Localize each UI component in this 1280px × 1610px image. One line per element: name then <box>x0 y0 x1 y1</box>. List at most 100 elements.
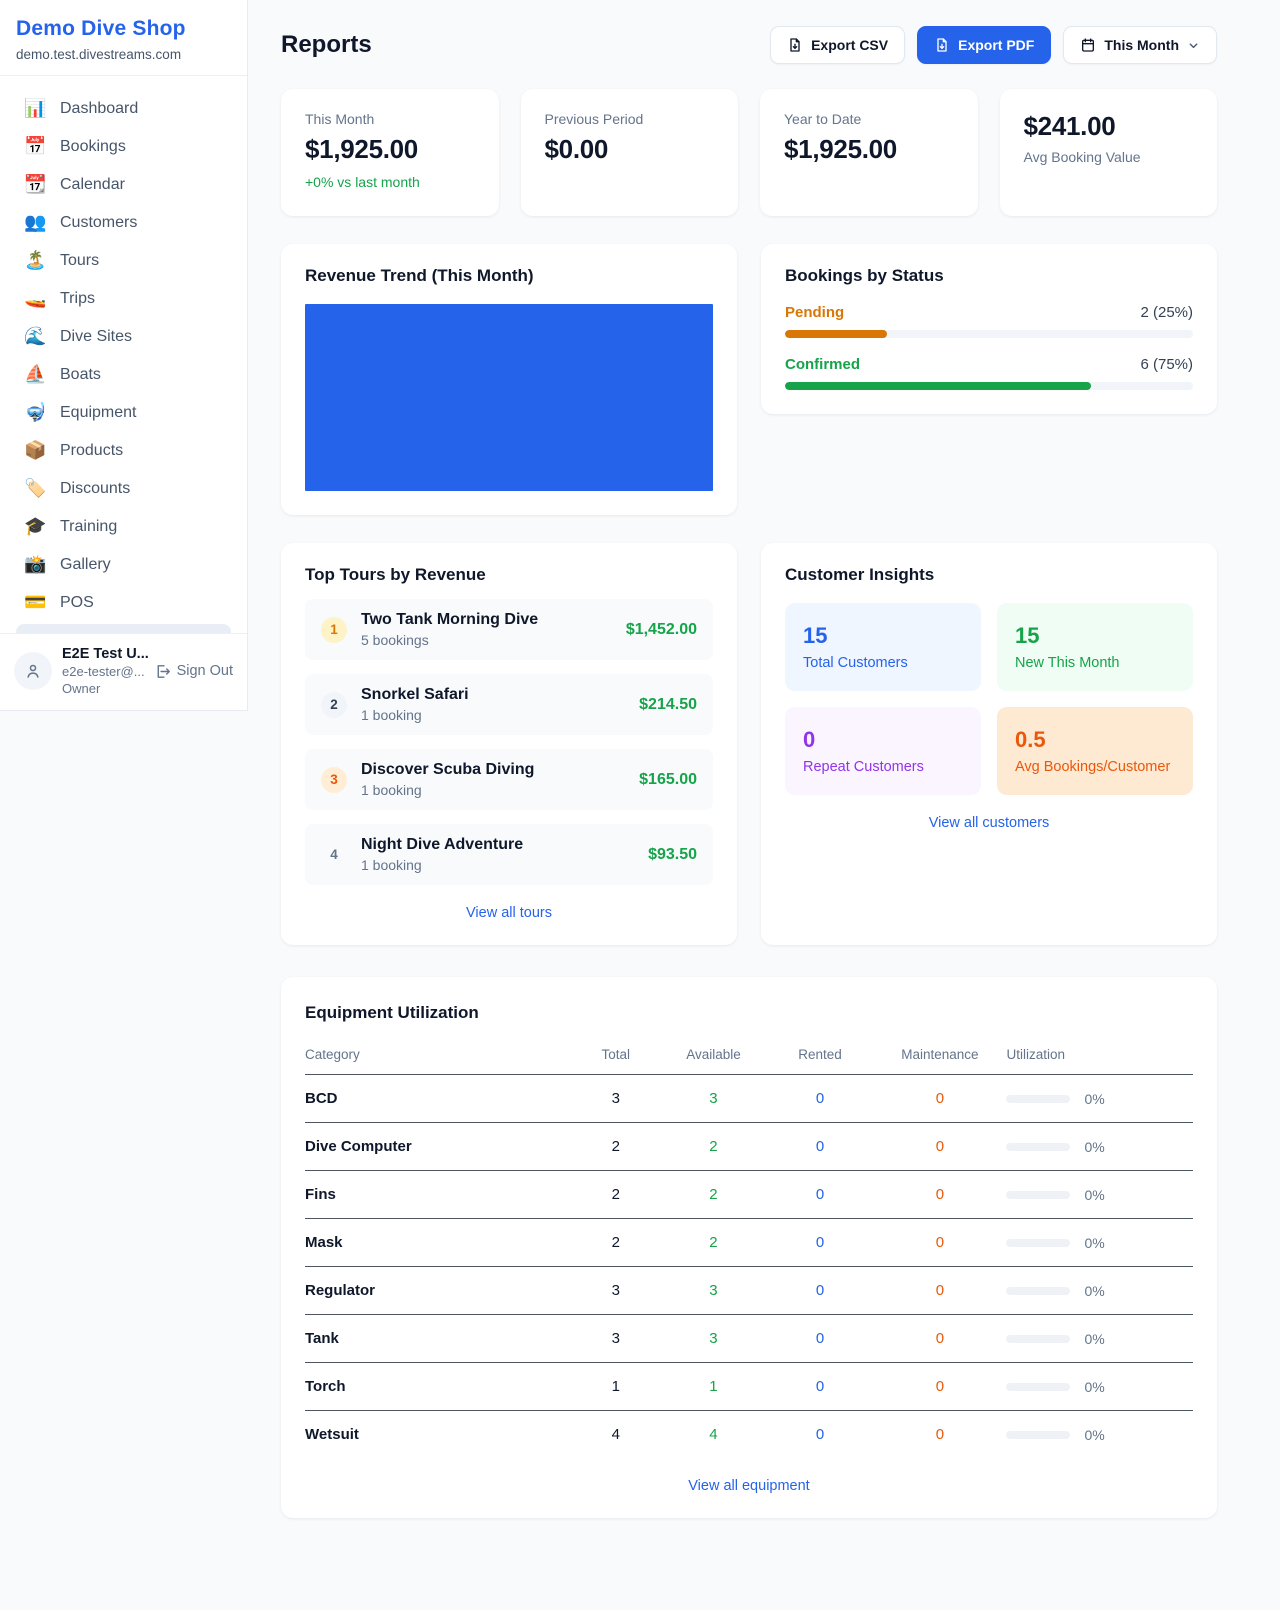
sidebar-item-dashboard[interactable]: 📊 Dashboard <box>24 98 139 119</box>
app-root: Demo Dive Shop demo.test.divestreams.com… <box>0 0 1280 1558</box>
sidebar-item-tours[interactable]: 🏝️ Tours <box>24 250 100 271</box>
table-row: Torch 1 1 0 0 0% <box>305 1362 1193 1411</box>
speedboat-icon: 🚤 <box>24 288 47 309</box>
page-title: Reports <box>281 31 372 58</box>
tour-revenue: $1,452.00 <box>625 620 697 638</box>
export-csv-button[interactable]: Export CSV <box>770 26 906 64</box>
graduation-cap-icon: 🎓 <box>24 516 47 537</box>
table-row: Wetsuit 4 4 0 0 0% <box>305 1426 1105 1443</box>
view-all-tours-link[interactable]: View all tours <box>466 905 552 921</box>
sidebar-nav: 📊 Dashboard 📅 Bookings 📆 Calendar 👥 Cust… <box>0 76 247 633</box>
rank-badge: 4 <box>330 847 338 862</box>
tour-bookings: 1 booking <box>361 782 422 798</box>
tour-revenue: $93.50 <box>648 845 697 863</box>
equipment-utilization-card: Equipment Utilization Category Total Ava… <box>281 977 1217 1518</box>
shop-domain: demo.test.divestreams.com <box>16 47 182 62</box>
stat-card-year-to-date: Year to Date $1,925.00 <box>760 89 978 216</box>
file-download-icon <box>937 38 947 52</box>
utilization-bar <box>1006 1382 1071 1391</box>
sidebar-item-calendar[interactable]: 📆 Calendar <box>24 174 125 195</box>
customer-insights-title: Customer Insights <box>785 565 935 584</box>
calendar-icon: 📆 <box>24 174 47 195</box>
equipment-utilization-title: Equipment Utilization <box>305 1003 479 1022</box>
utilization-bar <box>1006 1430 1071 1439</box>
customers-icon: 👥 <box>24 212 47 233</box>
sidebar-item-dive-sites[interactable]: 🌊 Dive Sites <box>24 326 133 347</box>
tour-row: 1 Two Tank Morning Dive 5 bookings $1,45… <box>305 599 713 660</box>
table-row: Dive Computer 2 2 0 0 0% <box>305 1122 1193 1171</box>
stat-card-this-month: This Month $1,925.00 +0% vs last month <box>281 89 499 216</box>
stat-cards-row: This Month $1,925.00 +0% vs last month P… <box>281 89 1217 216</box>
stat-card-previous-period: Previous Period $0.00 <box>520 89 738 216</box>
status-row-confirmed: Confirmed 6 (75%) <box>785 356 1193 390</box>
sidebar-item-partially-visible[interactable] <box>16 624 231 633</box>
credit-card-icon: 💳 <box>24 592 47 613</box>
status-row-pending: Pending 2 (25%) <box>785 304 1193 338</box>
chevron-down-icon <box>1189 42 1198 48</box>
period-dropdown[interactable]: This Month <box>1063 26 1217 64</box>
brand-block: Demo Dive Shop demo.test.divestreams.com <box>0 0 247 76</box>
sidebar: Demo Dive Shop demo.test.divestreams.com… <box>0 0 248 711</box>
utilization-bar <box>1006 1190 1071 1199</box>
sidebar-item-customers[interactable]: 👥 Customers <box>24 212 138 233</box>
sign-out-button[interactable]: Sign Out <box>154 663 233 680</box>
tile-avg-bookings-customer: 0.5 Avg Bookings/Customer <box>997 707 1193 795</box>
person-icon <box>27 664 39 678</box>
rank-badge: 2 <box>321 691 347 718</box>
status-value: 6 (75%) <box>1140 356 1193 373</box>
equipment-table: Category Total Available Rented Maintena… <box>305 1039 1193 1458</box>
view-all-equipment-link[interactable]: View all equipment <box>688 1478 810 1494</box>
sidebar-item-boats[interactable]: ⛵ Boats <box>24 364 101 385</box>
customer-insights-card: Customer Insights 15 Total Customers 15 … <box>761 543 1217 945</box>
status-bar-track <box>785 330 1193 338</box>
sidebar-item-equipment[interactable]: 🤿 Equipment <box>24 402 137 423</box>
table-row: Fins 2 2 0 0 0% <box>305 1170 1193 1219</box>
tile-new-this-month: 15 New This Month <box>997 603 1193 691</box>
sidebar-item-pos[interactable]: 💳 POS <box>24 592 94 613</box>
col-maintenance: Maintenance <box>873 1039 1007 1075</box>
status-bar-fill <box>785 382 1091 390</box>
main-content: Reports Export CSV Export PDF <box>248 0 1280 1558</box>
sidebar-item-gallery[interactable]: 📸 Gallery <box>24 554 111 575</box>
charts-row: Revenue Trend (This Month) Bookings by S… <box>281 244 1217 515</box>
table-header-row: Category Total Available Rented Maintena… <box>305 1039 1193 1075</box>
export-pdf-button[interactable]: Export PDF <box>917 26 1052 64</box>
tour-row: 4 Night Dive Adventure 1 booking $93.50 <box>305 824 713 885</box>
page-header: Reports Export CSV Export PDF <box>281 26 1217 64</box>
status-value: 2 (25%) <box>1140 304 1193 321</box>
table-row: BCD 3 3 0 0 0% <box>305 1074 1193 1123</box>
stat-delta: +0% vs last month <box>305 174 420 190</box>
col-available: Available <box>660 1039 767 1075</box>
tile-repeat-customers: 0 Repeat Customers <box>785 707 981 795</box>
top-tours-card: Top Tours by Revenue 1 Two Tank Morning … <box>281 543 737 945</box>
tour-name: Two Tank Morning Dive <box>361 611 539 628</box>
sidebar-item-trips[interactable]: 🚤 Trips <box>24 288 95 309</box>
rank-badge: 1 <box>321 616 347 643</box>
package-icon: 📦 <box>24 440 47 461</box>
insights-row: Top Tours by Revenue 1 Two Tank Morning … <box>281 543 1217 945</box>
calendar-icon <box>1082 38 1095 52</box>
sidebar-item-products[interactable]: 📦 Products <box>24 440 124 461</box>
wave-icon: 🌊 <box>24 326 47 347</box>
diving-mask-icon: 🤿 <box>24 402 47 423</box>
utilization-bar <box>1006 1142 1071 1151</box>
user-info: E2E Test U... e2e-tester@... Owner <box>62 646 149 696</box>
tour-name: Night Dive Adventure <box>361 836 524 853</box>
tour-bookings: 1 booking <box>361 707 422 723</box>
sidebar-item-training[interactable]: 🎓 Training <box>24 516 118 537</box>
sign-out-icon <box>157 664 170 678</box>
bookings-calendar-icon: 📅 <box>24 136 47 157</box>
sidebar-item-bookings[interactable]: 📅 Bookings <box>24 136 126 157</box>
user-name: E2E Test U... <box>62 646 149 662</box>
view-all-customers-link[interactable]: View all customers <box>928 815 1050 831</box>
col-category: Category <box>305 1039 572 1075</box>
insight-tiles: 15 Total Customers 15 New This Month 0 R… <box>785 603 1193 795</box>
file-download-icon <box>790 38 800 52</box>
tour-bookings: 1 booking <box>361 857 422 873</box>
sidebar-item-discounts[interactable]: 🏷️ Discounts <box>24 478 131 499</box>
table-row: Regulator 3 3 0 0 0% <box>305 1266 1193 1315</box>
col-utilization: Utilization <box>1006 1039 1193 1075</box>
shop-name: Demo Dive Shop <box>16 17 186 40</box>
tour-revenue: $165.00 <box>639 770 697 788</box>
table-row: Mask 2 2 0 0 0% <box>305 1218 1193 1267</box>
